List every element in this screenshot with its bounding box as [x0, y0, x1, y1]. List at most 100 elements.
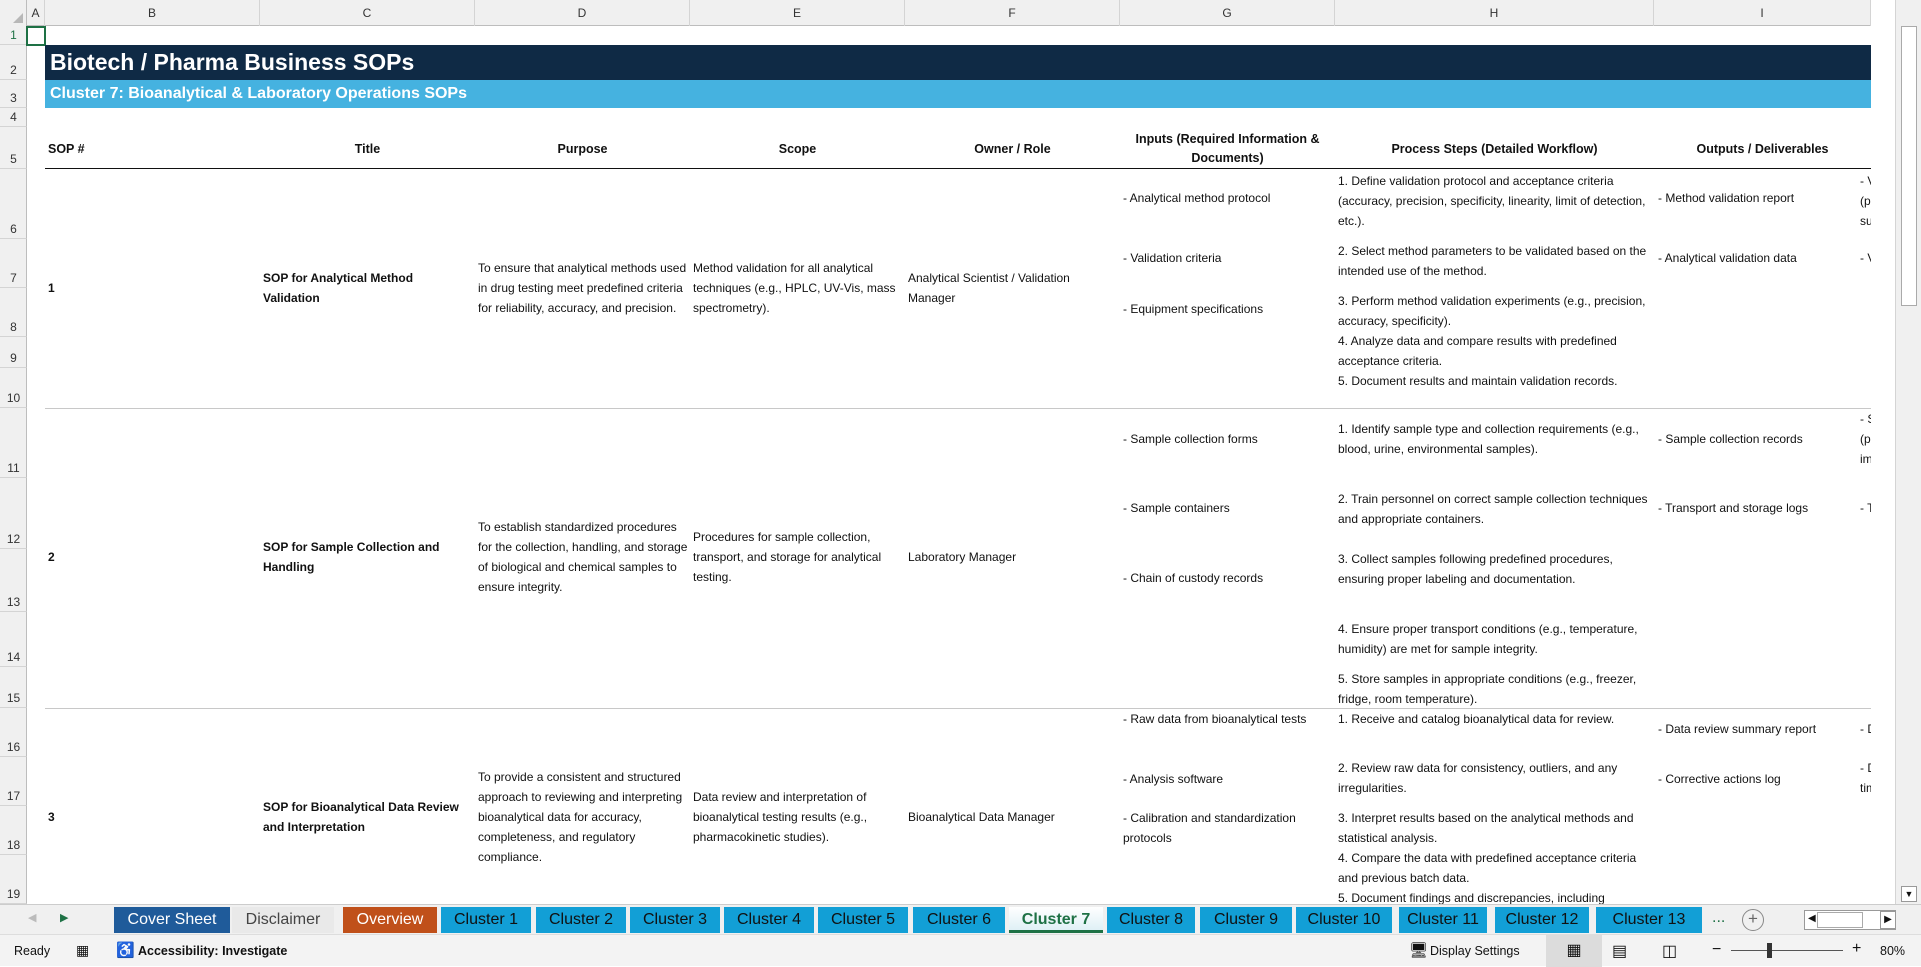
sheet-tab-cluster-9[interactable]: Cluster 9 — [1200, 907, 1292, 933]
scroll-left-icon[interactable]: ◀ — [1808, 913, 1816, 924]
column-header-g[interactable]: G — [1120, 0, 1335, 26]
process-step[interactable]: 2. Select method parameters to be valida… — [1338, 244, 1647, 278]
row-header[interactable]: 2 — [0, 45, 27, 80]
row-header[interactable]: 13 — [0, 549, 27, 612]
page-break-view-icon[interactable]: ◫ — [1662, 943, 1678, 960]
row-header[interactable]: 4 — [0, 108, 27, 127]
row-header[interactable]: 7 — [0, 239, 27, 288]
row-header[interactable]: 18 — [0, 806, 27, 855]
process-step[interactable]: 4. Analyze data and compare results with… — [1338, 334, 1617, 368]
process-step[interactable]: 3. Perform method validation experiments… — [1338, 294, 1646, 328]
process-step[interactable]: 2. Review raw data for consistency, outl… — [1338, 761, 1618, 795]
input-item[interactable]: - Validation criteria — [1123, 251, 1222, 265]
output-item[interactable]: - Transport and storage logs — [1658, 501, 1809, 515]
row-header[interactable]: 3 — [0, 80, 27, 108]
row-header[interactable]: 12 — [0, 478, 27, 549]
output-item[interactable]: - Data review summary report — [1658, 722, 1817, 736]
sheet-tab-cluster-7[interactable]: Cluster 7 — [1009, 907, 1103, 933]
owner-cell[interactable]: Analytical Scientist / Validation Manage… — [908, 271, 1070, 305]
display-settings-button[interactable]: Display Settings — [1430, 944, 1520, 958]
scroll-down-arrow-icon[interactable]: ▼ — [1901, 886, 1917, 902]
select-all-button[interactable] — [0, 0, 27, 26]
output-item[interactable]: - Sample collection records — [1658, 432, 1803, 446]
input-item[interactable]: - Sample containers — [1123, 501, 1230, 515]
sheet-tab-overview[interactable]: Overview — [343, 907, 437, 933]
row-header[interactable]: 16 — [0, 708, 27, 757]
row-header[interactable]: 14 — [0, 612, 27, 667]
sheet-tab-disclaimer[interactable]: Disclaimer — [232, 907, 334, 933]
vertical-scrollbar[interactable]: ▼ — [1895, 0, 1921, 904]
row-header[interactable]: 15 — [0, 667, 27, 708]
sheet-tab-cluster-5[interactable]: Cluster 5 — [818, 907, 908, 933]
zoom-level[interactable]: 80% — [1880, 944, 1906, 958]
column-header-d[interactable]: D — [475, 0, 690, 26]
purpose-cell[interactable]: To establish standardized procedures for… — [478, 520, 688, 594]
column-header-a[interactable]: A — [27, 0, 45, 26]
process-step[interactable]: 1. Receive and catalog bioanalytical dat… — [1338, 712, 1615, 726]
normal-view-icon[interactable]: ▦ — [1546, 935, 1602, 967]
sop-title-cell[interactable]: SOP for Sample Collection and Handling — [263, 540, 440, 574]
column-header-e[interactable]: E — [690, 0, 905, 26]
scope-cell[interactable]: Method validation for all analytical tec… — [693, 261, 896, 315]
sheet-tab-cluster-10[interactable]: Cluster 10 — [1296, 907, 1392, 933]
sheet-tab-cluster-8[interactable]: Cluster 8 — [1107, 907, 1195, 933]
column-header-c[interactable]: C — [260, 0, 475, 26]
row-header[interactable]: 19 — [0, 855, 27, 904]
row-header[interactable]: 6 — [0, 169, 27, 239]
zoom-in-icon[interactable]: + — [1852, 940, 1862, 957]
scroll-right-icon[interactable]: ▶ — [1880, 911, 1896, 929]
process-step[interactable]: 5. Store samples in appropriate conditio… — [1338, 672, 1637, 706]
more-tabs[interactable]: ... — [1712, 909, 1726, 926]
column-header-i[interactable]: I — [1654, 0, 1871, 26]
zoom-out-icon[interactable]: − — [1712, 941, 1722, 958]
hscroll-thumb[interactable] — [1817, 912, 1863, 928]
selected-cell-a1[interactable] — [26, 26, 46, 46]
row-header[interactable]: 1 — [0, 26, 27, 45]
input-item[interactable]: - Chain of custody records — [1123, 571, 1264, 585]
next-sheet-icon[interactable]: ▶ — [60, 912, 69, 924]
column-header-h[interactable]: H — [1335, 0, 1654, 26]
row-header[interactable]: 9 — [0, 337, 27, 368]
sop-number-cell[interactable]: 3 — [48, 810, 55, 824]
input-item[interactable]: - Calibration and standardization protoc… — [1123, 811, 1296, 845]
output-item[interactable]: - Corrective actions log — [1658, 772, 1781, 786]
owner-cell[interactable]: Bioanalytical Data Manager — [908, 810, 1055, 824]
process-step[interactable]: 3. Collect samples following predefined … — [1338, 552, 1613, 586]
zoom-slider[interactable] — [1731, 950, 1843, 951]
output-item[interactable]: - Analytical validation data — [1658, 251, 1797, 265]
input-item[interactable]: - Equipment specifications — [1123, 302, 1264, 316]
add-sheet-icon[interactable]: + — [1742, 909, 1764, 931]
sheet-tab-cluster-3[interactable]: Cluster 3 — [630, 907, 720, 933]
row-header[interactable]: 11 — [0, 408, 27, 478]
scope-cell[interactable]: Procedures for sample collection, transp… — [693, 530, 882, 584]
sop-title-cell[interactable]: SOP for Analytical Method Validation — [263, 271, 414, 305]
macro-record-icon[interactable]: ▦ — [76, 942, 90, 958]
row-header[interactable]: 10 — [0, 368, 27, 408]
sop-title-cell[interactable]: SOP for Bioanalytical Data Review and In… — [263, 800, 459, 834]
process-step[interactable]: 4. Ensure proper transport conditions (e… — [1338, 622, 1638, 656]
purpose-cell[interactable]: To ensure that analytical methods used i… — [478, 261, 687, 315]
column-header-b[interactable]: B — [45, 0, 260, 26]
process-step[interactable]: 5. Document results and maintain validat… — [1338, 374, 1618, 388]
sheet-tab-cluster-13[interactable]: Cluster 13 — [1596, 907, 1702, 933]
sheet-tab-cluster-1[interactable]: Cluster 1 — [441, 907, 531, 933]
sheet-tab-cover-sheet[interactable]: Cover Sheet — [114, 907, 230, 933]
input-item[interactable]: - Analytical method protocol — [1123, 191, 1271, 205]
scope-cell[interactable]: Data review and interpretation of bioana… — [693, 790, 868, 844]
accessibility-status[interactable]: Accessibility: Investigate — [138, 944, 288, 958]
purpose-cell[interactable]: To provide a consistent and structured a… — [478, 770, 683, 864]
row-header[interactable]: 17 — [0, 757, 27, 806]
process-step[interactable]: 5. Document findings and discrepancies, … — [1338, 891, 1605, 905]
input-item[interactable]: - Analysis software — [1123, 772, 1224, 786]
row-header[interactable]: 5 — [0, 127, 27, 169]
zoom-slider-thumb[interactable] — [1767, 943, 1772, 958]
row-header[interactable]: 8 — [0, 288, 27, 337]
scrollbar-thumb[interactable] — [1901, 26, 1917, 306]
display-settings-icon[interactable]: 🖥 — [1409, 942, 1429, 959]
sop-number-cell[interactable]: 2 — [48, 550, 55, 564]
prev-sheet-icon[interactable]: ◀ — [28, 912, 37, 924]
accessibility-icon[interactable]: ♿ — [116, 942, 135, 959]
process-step[interactable]: 4. Compare the data with predefined acce… — [1338, 851, 1637, 885]
process-step[interactable]: 1. Define validation protocol and accept… — [1338, 174, 1646, 228]
sheet-tab-cluster-11[interactable]: Cluster 11 — [1399, 907, 1487, 933]
